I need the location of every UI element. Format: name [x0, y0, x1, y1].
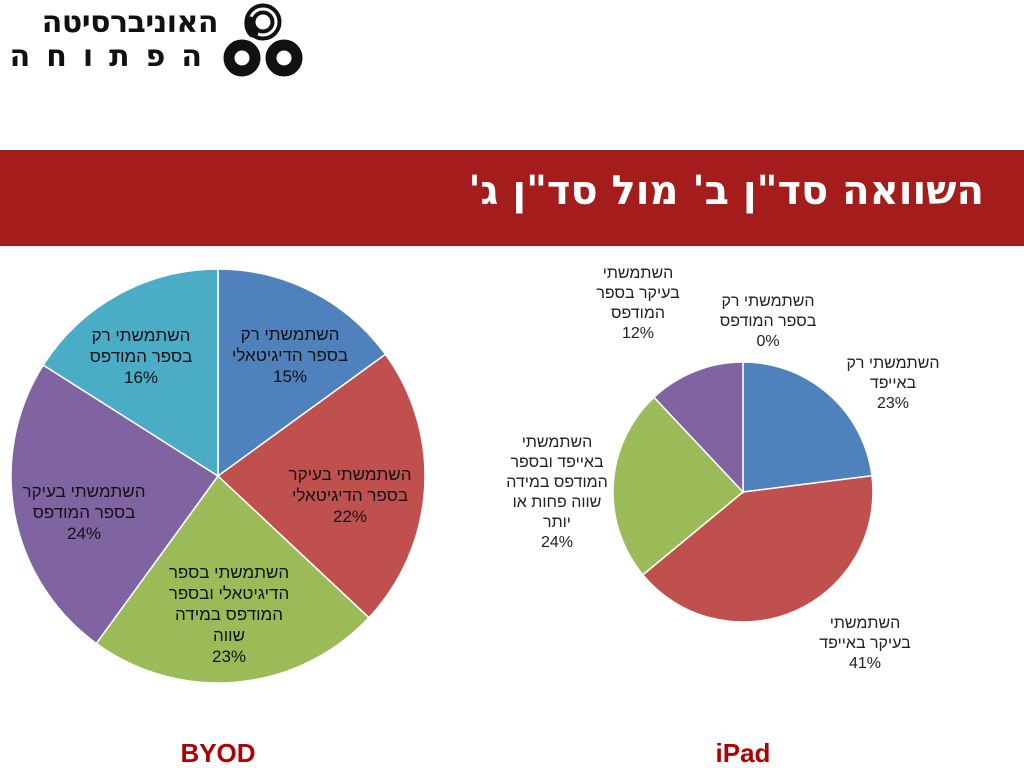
logo-knot-icon: [223, 3, 303, 77]
logo-line-2: הפתוחה: [9, 39, 218, 74]
pie-slice: [742, 361, 873, 493]
pie-slice: [641, 474, 874, 623]
slice-label: השתמשתי בעיקר בספר המודפס 12%: [596, 265, 680, 342]
slice-label: השתמשתי בעיקר באייפד 41%: [819, 615, 911, 672]
pie-slice: [612, 396, 745, 576]
title-banner: השוואה סד"ן ב' מול סד"ן ג': [0, 150, 1024, 246]
page-title: השוואה סד"ן ב' מול סד"ן ג': [468, 168, 984, 214]
chart-caption: BYOD: [180, 738, 255, 768]
slice-label: השתמשתי בספר הדיגיטאלי ובספר המודפס במידה ש…: [169, 563, 289, 666]
slice-label: השתמשתי באייפד ובספר המודפס במידה שווה פחות…: [506, 434, 608, 551]
byod-pie-chart: השתמשתי רק בספר הדיגיטאלי 15% השתמשתי בעיקר…: [10, 268, 426, 768]
university-logo: האוניברסיטה הפתוחה: [6, 2, 306, 80]
slice-label: השתמשתי רק בספר המודפס 0%: [720, 293, 817, 350]
slice-label: השתמשתי רק באייפד 23%: [846, 355, 939, 412]
slice-label: השתמשתי רק בספר המודפס 16%: [90, 326, 193, 387]
pie-slice: [42, 268, 219, 478]
chart-caption: iPad: [716, 738, 771, 768]
pie-slice: [652, 361, 744, 494]
pie-slice: [10, 364, 220, 645]
pie-slice: [216, 353, 426, 619]
slice-label: השתמשתי בעיקר בספר המודפס 24%: [23, 482, 146, 543]
pie-slice: [95, 474, 370, 684]
pie-slice: [217, 268, 387, 478]
logo-text: האוניברסיטה הפתוחה: [9, 5, 219, 74]
logo-line-1: האוניברסיטה: [41, 5, 219, 40]
slice-label: השתמשתי בעיקר בספר הדיגיטאלי 22%: [289, 465, 412, 526]
slice-label: השתמשתי רק בספר הדיגיטאלי 15%: [232, 325, 348, 386]
ipad-pie-chart: השתמשתי רק באייפד 23% השתמשתי בעיקר באייפד 41…: [506, 265, 939, 768]
